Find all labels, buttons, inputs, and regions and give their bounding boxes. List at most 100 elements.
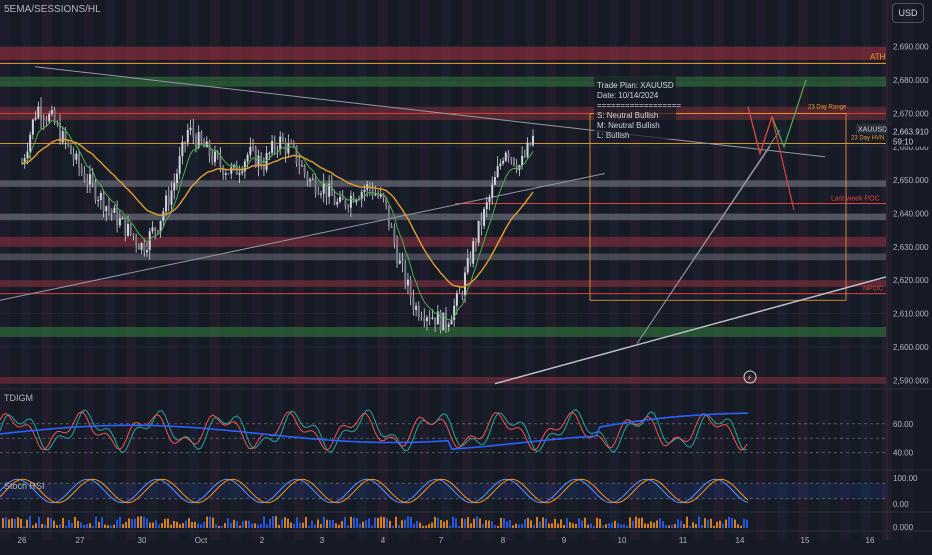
candle-body <box>80 167 83 174</box>
session-band <box>252 0 262 540</box>
volume-bar <box>677 519 679 528</box>
candle-body <box>113 207 116 213</box>
candle-body <box>409 279 412 298</box>
candle-body <box>159 220 162 232</box>
tdi-green-line <box>0 408 748 454</box>
session-band <box>819 0 829 540</box>
trade-plan-line: Date: 10/14/2024 <box>597 91 659 100</box>
volume-bar <box>593 525 595 528</box>
candle-body <box>352 195 355 203</box>
candle-body <box>23 158 26 164</box>
candle-body <box>21 163 23 165</box>
session-band <box>777 0 787 540</box>
volume-bar <box>20 518 22 528</box>
volume-bar <box>500 517 502 528</box>
volume-bar <box>245 520 247 528</box>
candle-body <box>271 141 274 153</box>
volume-bar <box>224 523 226 528</box>
volume-bar <box>722 523 724 528</box>
candle-body <box>515 164 518 171</box>
volume-bar <box>347 525 349 528</box>
candle-body <box>200 131 203 142</box>
trendline-desc <box>34 66 826 158</box>
y-tick-label: 2,620.000 <box>893 276 929 285</box>
candle-body <box>262 166 265 170</box>
volume-bar <box>62 517 64 528</box>
projection-bear <box>747 106 795 211</box>
range-box <box>589 113 847 301</box>
trade-plan-line: S: Neutral Bullish <box>597 111 658 120</box>
npoc-label: NPOC <box>863 286 883 293</box>
volume-bar <box>17 517 19 528</box>
volume-bar <box>644 523 646 528</box>
candle-body <box>230 167 233 174</box>
volume-bar <box>656 520 658 528</box>
candle-body <box>322 183 325 194</box>
volume-bar <box>641 517 643 528</box>
volume-bar <box>491 521 493 528</box>
volume-bar <box>728 516 730 528</box>
volume-bar <box>524 519 526 528</box>
volume-bar <box>308 525 310 528</box>
candle-body <box>464 272 467 296</box>
candle-body <box>377 194 380 197</box>
candle-body <box>455 293 458 306</box>
candle-body <box>59 123 62 143</box>
volume-bar <box>47 517 49 528</box>
volume-bar <box>647 523 649 528</box>
session-band <box>504 0 514 540</box>
candle-body <box>382 193 385 198</box>
candle-body <box>336 201 339 205</box>
candle-body <box>243 161 246 172</box>
volume-bar <box>287 518 289 528</box>
x-tick-label: 26 <box>18 536 27 545</box>
candle-body <box>355 199 358 203</box>
trade-plan-line: L: Bullish <box>597 131 629 140</box>
y-tick-label: 2,680.000 <box>893 76 929 85</box>
candle-body <box>252 146 255 148</box>
volume-bar <box>323 516 325 528</box>
volume-bar <box>470 523 472 528</box>
candle-body <box>485 202 488 209</box>
volume-bar <box>344 517 346 528</box>
volume-bar <box>446 520 448 528</box>
candle-body <box>504 152 507 161</box>
volume-bar <box>281 519 283 528</box>
volume-bar <box>650 521 652 528</box>
volume-bar <box>536 517 538 528</box>
candle-body <box>216 151 219 157</box>
volume-bar <box>71 522 73 528</box>
volume-bar <box>635 516 637 528</box>
x-tick-label: 27 <box>76 536 85 545</box>
volume-bar <box>398 525 400 528</box>
volume-bar <box>716 521 718 528</box>
volume-bar <box>674 523 676 528</box>
y-tick-label: 2,640.000 <box>893 210 929 219</box>
candle-body <box>447 324 450 327</box>
candle-body <box>173 183 176 191</box>
volume-bar <box>107 525 109 528</box>
candle-body <box>491 184 494 198</box>
candle-body <box>507 152 510 158</box>
volume-bar <box>200 524 202 528</box>
session-band <box>588 0 598 540</box>
candle-body <box>91 174 94 183</box>
session-band <box>672 0 682 540</box>
volume-bar <box>152 522 154 528</box>
volume-bar <box>68 519 70 528</box>
candle-body <box>127 223 130 236</box>
volume-bar <box>218 525 220 528</box>
candle-body <box>148 231 151 251</box>
volume-bar <box>32 525 34 528</box>
volume-bar <box>116 519 118 528</box>
currency-button[interactable]: USD <box>892 3 924 23</box>
candle-body <box>276 149 279 151</box>
volume-bar <box>530 520 532 528</box>
session-band <box>840 0 850 540</box>
volume-bar <box>338 524 340 528</box>
volume-bar <box>599 518 601 528</box>
volume-bar <box>413 523 415 528</box>
session-band <box>609 0 619 540</box>
